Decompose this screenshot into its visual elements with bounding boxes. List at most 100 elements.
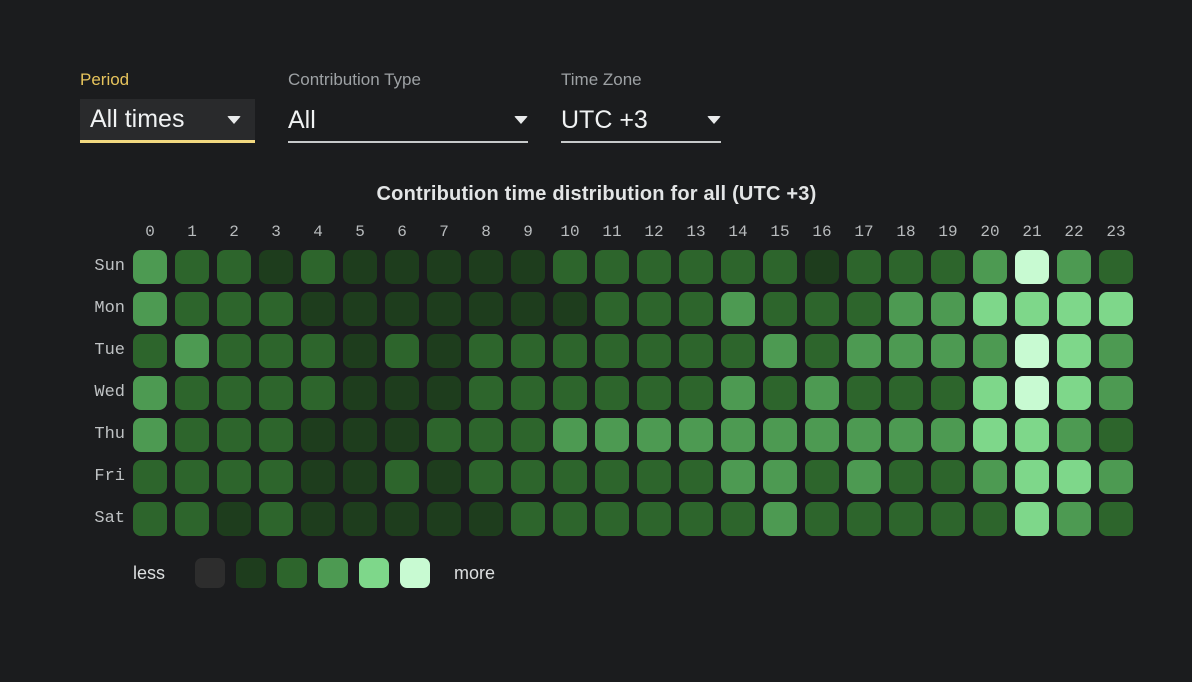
heatmap-cell[interactable] [1015, 250, 1049, 284]
heatmap-cell[interactable] [889, 250, 923, 284]
heatmap-cell[interactable] [595, 418, 629, 452]
heatmap-cell[interactable] [889, 334, 923, 368]
heatmap-cell[interactable] [679, 502, 713, 536]
heatmap-cell[interactable] [427, 460, 461, 494]
heatmap-cell[interactable] [301, 292, 335, 326]
heatmap-cell[interactable] [679, 250, 713, 284]
heatmap-cell[interactable] [301, 418, 335, 452]
heatmap-cell[interactable] [889, 376, 923, 410]
heatmap-cell[interactable] [637, 292, 671, 326]
heatmap-cell[interactable] [553, 418, 587, 452]
heatmap-cell[interactable] [847, 376, 881, 410]
heatmap-cell[interactable] [889, 418, 923, 452]
heatmap-cell[interactable] [511, 292, 545, 326]
heatmap-cell[interactable] [595, 292, 629, 326]
heatmap-cell[interactable] [1099, 376, 1133, 410]
heatmap-cell[interactable] [175, 376, 209, 410]
heatmap-cell[interactable] [553, 250, 587, 284]
heatmap-cell[interactable] [217, 292, 251, 326]
heatmap-cell[interactable] [469, 334, 503, 368]
heatmap-cell[interactable] [217, 418, 251, 452]
heatmap-cell[interactable] [427, 334, 461, 368]
heatmap-cell[interactable] [931, 250, 965, 284]
heatmap-cell[interactable] [259, 460, 293, 494]
heatmap-cell[interactable] [931, 502, 965, 536]
heatmap-cell[interactable] [385, 334, 419, 368]
heatmap-cell[interactable] [973, 250, 1007, 284]
heatmap-cell[interactable] [385, 376, 419, 410]
heatmap-cell[interactable] [1057, 460, 1091, 494]
heatmap-cell[interactable] [931, 334, 965, 368]
heatmap-cell[interactable] [889, 460, 923, 494]
heatmap-cell[interactable] [259, 334, 293, 368]
heatmap-cell[interactable] [847, 292, 881, 326]
heatmap-cell[interactable] [553, 292, 587, 326]
heatmap-cell[interactable] [385, 418, 419, 452]
heatmap-cell[interactable] [973, 502, 1007, 536]
heatmap-cell[interactable] [175, 460, 209, 494]
heatmap-cell[interactable] [553, 376, 587, 410]
heatmap-cell[interactable] [1057, 334, 1091, 368]
heatmap-cell[interactable] [847, 502, 881, 536]
heatmap-cell[interactable] [1057, 292, 1091, 326]
heatmap-cell[interactable] [889, 292, 923, 326]
heatmap-cell[interactable] [1015, 292, 1049, 326]
contribution-type-select[interactable]: All [288, 99, 528, 143]
heatmap-cell[interactable] [217, 376, 251, 410]
heatmap-cell[interactable] [637, 418, 671, 452]
heatmap-cell[interactable] [805, 250, 839, 284]
heatmap-cell[interactable] [133, 292, 167, 326]
heatmap-cell[interactable] [469, 376, 503, 410]
period-select[interactable]: All times [80, 99, 255, 143]
heatmap-cell[interactable] [637, 250, 671, 284]
heatmap-cell[interactable] [721, 418, 755, 452]
heatmap-cell[interactable] [217, 250, 251, 284]
heatmap-cell[interactable] [595, 376, 629, 410]
heatmap-cell[interactable] [763, 250, 797, 284]
heatmap-cell[interactable] [763, 376, 797, 410]
heatmap-cell[interactable] [217, 460, 251, 494]
heatmap-cell[interactable] [259, 292, 293, 326]
heatmap-cell[interactable] [259, 502, 293, 536]
heatmap-cell[interactable] [553, 334, 587, 368]
heatmap-cell[interactable] [175, 502, 209, 536]
heatmap-cell[interactable] [427, 376, 461, 410]
heatmap-cell[interactable] [1057, 418, 1091, 452]
heatmap-cell[interactable] [931, 292, 965, 326]
heatmap-cell[interactable] [511, 502, 545, 536]
heatmap-cell[interactable] [973, 460, 1007, 494]
heatmap-cell[interactable] [973, 334, 1007, 368]
heatmap-cell[interactable] [133, 250, 167, 284]
heatmap-cell[interactable] [805, 376, 839, 410]
heatmap-cell[interactable] [175, 334, 209, 368]
heatmap-cell[interactable] [469, 292, 503, 326]
heatmap-cell[interactable] [847, 418, 881, 452]
heatmap-cell[interactable] [133, 460, 167, 494]
heatmap-cell[interactable] [595, 460, 629, 494]
heatmap-cell[interactable] [427, 292, 461, 326]
heatmap-cell[interactable] [469, 502, 503, 536]
heatmap-cell[interactable] [385, 502, 419, 536]
heatmap-cell[interactable] [427, 502, 461, 536]
heatmap-cell[interactable] [679, 292, 713, 326]
heatmap-cell[interactable] [343, 460, 377, 494]
heatmap-cell[interactable] [133, 376, 167, 410]
heatmap-cell[interactable] [637, 376, 671, 410]
heatmap-cell[interactable] [1015, 418, 1049, 452]
heatmap-cell[interactable] [805, 292, 839, 326]
heatmap-cell[interactable] [595, 250, 629, 284]
heatmap-cell[interactable] [385, 292, 419, 326]
heatmap-cell[interactable] [763, 418, 797, 452]
heatmap-cell[interactable] [721, 334, 755, 368]
heatmap-cell[interactable] [427, 250, 461, 284]
heatmap-cell[interactable] [511, 376, 545, 410]
heatmap-cell[interactable] [343, 418, 377, 452]
heatmap-cell[interactable] [469, 250, 503, 284]
heatmap-cell[interactable] [301, 502, 335, 536]
heatmap-cell[interactable] [721, 250, 755, 284]
heatmap-cell[interactable] [763, 502, 797, 536]
heatmap-cell[interactable] [343, 502, 377, 536]
heatmap-cell[interactable] [679, 334, 713, 368]
heatmap-cell[interactable] [721, 292, 755, 326]
heatmap-cell[interactable] [217, 334, 251, 368]
